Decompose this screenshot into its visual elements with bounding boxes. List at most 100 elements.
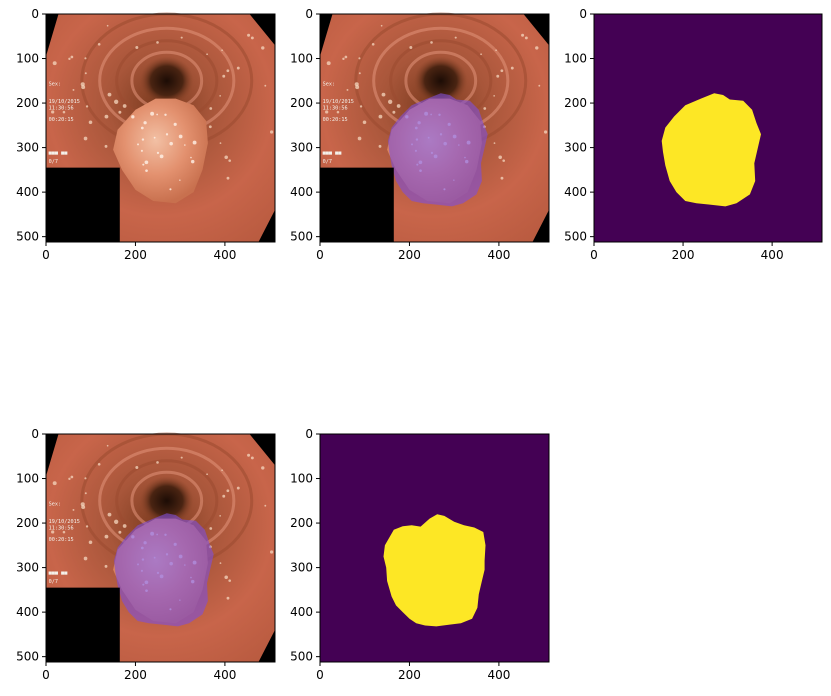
bubble xyxy=(269,550,274,554)
y-tick-label: 0 xyxy=(31,427,39,441)
bubble xyxy=(336,110,340,114)
bubble xyxy=(359,105,363,108)
y-tick-label: 500 xyxy=(16,230,39,244)
polyp-highlight xyxy=(137,143,140,146)
bubble xyxy=(84,57,87,60)
bubble xyxy=(84,72,87,75)
bubble xyxy=(224,155,228,160)
bubble xyxy=(107,92,112,97)
x-tick-label: 0 xyxy=(42,668,50,682)
mask-foreground xyxy=(383,514,486,627)
y-tick-label: 400 xyxy=(290,605,313,619)
bubble xyxy=(392,110,396,114)
lumen xyxy=(413,56,468,106)
bubble xyxy=(381,92,386,97)
bubble xyxy=(180,456,183,459)
bubble xyxy=(344,55,348,59)
y-tick-label: 100 xyxy=(564,52,587,66)
y-tick-label: 300 xyxy=(290,141,313,155)
y-tick-label: 500 xyxy=(290,650,313,664)
bubble xyxy=(535,46,539,50)
polyp-highlight xyxy=(190,156,192,159)
y-tick-label: 400 xyxy=(564,185,587,199)
bubble xyxy=(224,575,228,580)
bubble xyxy=(250,36,254,40)
osd-text: 19/10/2015 xyxy=(49,99,80,105)
axes-frame xyxy=(319,13,550,243)
y-tick-label: 500 xyxy=(564,230,587,244)
osd-text: Sex: xyxy=(323,81,336,87)
y-tick-label: 100 xyxy=(16,472,39,486)
bubble xyxy=(68,57,71,61)
osd-text: 00:20:15 xyxy=(49,537,74,543)
osd-text: 19/10/2015 xyxy=(49,519,80,525)
bubble xyxy=(226,176,230,180)
bubble xyxy=(524,36,528,40)
osd-text: Sex: xyxy=(49,501,62,507)
bubble xyxy=(209,107,213,110)
y-tick-label: 200 xyxy=(290,516,313,530)
bubble xyxy=(221,49,223,52)
bubble xyxy=(228,159,231,162)
panel-ground_truth_mask: 0 200 400 0 100 200 300 400 500 xyxy=(564,7,823,262)
x-tick-label: 200 xyxy=(672,248,695,262)
y-tick-label: 200 xyxy=(16,516,39,530)
x-tick-label: 400 xyxy=(487,668,510,682)
bubble xyxy=(358,72,361,75)
bubble xyxy=(247,453,251,457)
bubble xyxy=(51,530,55,534)
y-tick-label: 400 xyxy=(16,185,39,199)
y-tick-label: 500 xyxy=(290,230,313,244)
polyp-highlight xyxy=(145,169,148,173)
black-inset-box xyxy=(46,587,120,662)
bubble xyxy=(62,110,66,114)
y-tick-label: 300 xyxy=(564,141,587,155)
bubble xyxy=(500,69,504,73)
y-tick-label: 0 xyxy=(579,7,587,21)
polyp-highlight xyxy=(141,138,145,141)
x-tick-label: 200 xyxy=(124,248,147,262)
bubble xyxy=(236,486,240,490)
bubble xyxy=(118,530,122,534)
bubble xyxy=(261,46,265,50)
bubble xyxy=(500,176,504,180)
bubble xyxy=(52,61,57,66)
bubble xyxy=(114,99,119,104)
bubble xyxy=(502,159,505,162)
bubble xyxy=(409,45,413,49)
bubble xyxy=(104,564,108,568)
bubble xyxy=(219,562,222,565)
bubble xyxy=(97,42,101,46)
x-tick-label: 0 xyxy=(42,248,50,262)
y-tick-label: 200 xyxy=(16,96,39,110)
bubble xyxy=(72,508,75,511)
polyp-highlight xyxy=(156,113,159,116)
y-tick-label: 100 xyxy=(16,52,39,66)
osd-text: 00:20:15 xyxy=(49,117,74,123)
bubble xyxy=(226,596,230,600)
black-inset-box xyxy=(46,167,120,242)
bubble xyxy=(106,24,109,27)
bubble xyxy=(206,473,208,476)
polyp xyxy=(113,98,208,204)
bubble xyxy=(156,41,159,44)
bubble xyxy=(358,57,361,60)
frame-corner-top-left xyxy=(46,434,59,477)
polyp-highlight xyxy=(143,121,147,125)
bubble xyxy=(236,66,240,70)
bubble xyxy=(326,61,331,66)
y-tick-label: 100 xyxy=(290,472,313,486)
osd-text: ■■■ ■■ xyxy=(49,570,69,576)
polyp-highlight xyxy=(164,113,167,116)
bubble xyxy=(52,481,57,486)
axes-frame xyxy=(45,13,276,243)
x-tick-label: 400 xyxy=(213,248,236,262)
bubble xyxy=(107,512,112,517)
bubble xyxy=(222,494,226,498)
axes-frame xyxy=(319,433,550,663)
bubble xyxy=(396,104,401,108)
y-tick-label: 300 xyxy=(16,561,39,575)
lumen xyxy=(139,56,194,106)
